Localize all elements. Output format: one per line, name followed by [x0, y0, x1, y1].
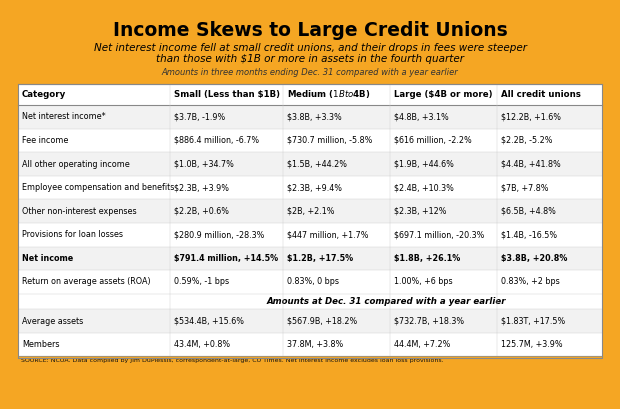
Text: $3.8B, +20.8%: $3.8B, +20.8% [501, 254, 567, 263]
Text: $1.4B, -16.5%: $1.4B, -16.5% [501, 230, 557, 239]
Text: $791.4 million, +14.5%: $791.4 million, +14.5% [174, 254, 278, 263]
Bar [19, 129, 601, 152]
Text: Net interest income fell at small credit unions, and their drops in fees were st: Net interest income fell at small credit… [94, 43, 526, 64]
Text: Net income: Net income [22, 254, 73, 263]
Text: $1.8B, +26.1%: $1.8B, +26.1% [394, 254, 460, 263]
Bar [19, 83, 601, 358]
Bar [19, 83, 601, 105]
Text: $1.83T, +17.5%: $1.83T, +17.5% [501, 317, 565, 326]
Text: $1.5B, +44.2%: $1.5B, +44.2% [287, 160, 347, 169]
Text: $280.9 million, -28.3%: $280.9 million, -28.3% [174, 230, 264, 239]
Text: $732.7B, +18.3%: $732.7B, +18.3% [394, 317, 464, 326]
Text: $4.4B, +41.8%: $4.4B, +41.8% [501, 160, 561, 169]
Text: $447 million, +1.7%: $447 million, +1.7% [287, 230, 368, 239]
Bar [19, 247, 601, 270]
Text: $2.4B, +10.3%: $2.4B, +10.3% [394, 183, 454, 192]
Text: Fee income: Fee income [22, 136, 68, 145]
Text: Medium ($1B to $4B): Medium ($1B to $4B) [287, 88, 370, 100]
Text: $2.3B, +9.4%: $2.3B, +9.4% [287, 183, 342, 192]
Text: $1.2B, +17.5%: $1.2B, +17.5% [287, 254, 353, 263]
Text: Net interest income*: Net interest income* [22, 112, 105, 121]
Bar [19, 223, 601, 247]
Text: Category: Category [22, 90, 66, 99]
Text: Other non-interest expenses: Other non-interest expenses [22, 207, 136, 216]
Text: $1.0B, +34.7%: $1.0B, +34.7% [174, 160, 234, 169]
Text: $3.7B, -1.9%: $3.7B, -1.9% [174, 112, 225, 121]
Text: 43.4M, +0.8%: 43.4M, +0.8% [174, 340, 230, 349]
Text: $697.1 million, -20.3%: $697.1 million, -20.3% [394, 230, 484, 239]
Bar [19, 270, 601, 294]
Text: Average assets: Average assets [22, 317, 83, 326]
Text: 44.4M, +7.2%: 44.4M, +7.2% [394, 340, 450, 349]
Text: $1.9B, +44.6%: $1.9B, +44.6% [394, 160, 454, 169]
Bar [19, 309, 601, 333]
Text: $2B, +2.1%: $2B, +2.1% [287, 207, 334, 216]
Bar [19, 152, 601, 176]
Text: $2.2B, +0.6%: $2.2B, +0.6% [174, 207, 229, 216]
Text: $534.4B, +15.6%: $534.4B, +15.6% [174, 317, 244, 326]
Text: $6.5B, +4.8%: $6.5B, +4.8% [501, 207, 556, 216]
Text: Return on average assets (ROA): Return on average assets (ROA) [22, 277, 151, 286]
Text: Large ($4B or more): Large ($4B or more) [394, 90, 492, 99]
Text: $7B, +7.8%: $7B, +7.8% [501, 183, 549, 192]
Bar [19, 333, 601, 357]
Text: SOURCE: NCUA. Data compiled by Jim DuPlessis, correspondent-at-large, CU Times. : SOURCE: NCUA. Data compiled by Jim DuPle… [21, 358, 444, 364]
Text: $3.8B, +3.3%: $3.8B, +3.3% [287, 112, 342, 121]
Text: 37.8M, +3.8%: 37.8M, +3.8% [287, 340, 343, 349]
Text: $2.3B, +12%: $2.3B, +12% [394, 207, 446, 216]
Text: $730.7 million, -5.8%: $730.7 million, -5.8% [287, 136, 372, 145]
Bar [19, 105, 601, 129]
Bar [19, 294, 601, 309]
Text: $4.8B, +3.1%: $4.8B, +3.1% [394, 112, 449, 121]
Text: Employee compensation and benefits: Employee compensation and benefits [22, 183, 174, 192]
Text: 0.59%, -1 bps: 0.59%, -1 bps [174, 277, 229, 286]
Text: Amounts in three months ending Dec. 31 compared with a year earlier: Amounts in three months ending Dec. 31 c… [162, 68, 458, 77]
Text: Amounts at Dec. 31 compared with a year earlier: Amounts at Dec. 31 compared with a year … [266, 297, 506, 306]
Bar [19, 200, 601, 223]
Text: 0.83%, 0 bps: 0.83%, 0 bps [287, 277, 339, 286]
Text: $2.3B, +3.9%: $2.3B, +3.9% [174, 183, 229, 192]
Text: 125.7M, +3.9%: 125.7M, +3.9% [501, 340, 563, 349]
Text: 0.83%, +2 bps: 0.83%, +2 bps [501, 277, 560, 286]
Text: All credit unions: All credit unions [501, 90, 581, 99]
Text: 1.00%, +6 bps: 1.00%, +6 bps [394, 277, 453, 286]
Text: Members: Members [22, 340, 60, 349]
Text: $616 million, -2.2%: $616 million, -2.2% [394, 136, 472, 145]
Text: $12.2B, +1.6%: $12.2B, +1.6% [501, 112, 561, 121]
Bar [19, 176, 601, 200]
Text: All other operating income: All other operating income [22, 160, 130, 169]
Text: Provisions for loan losses: Provisions for loan losses [22, 230, 123, 239]
Text: $2.2B, -5.2%: $2.2B, -5.2% [501, 136, 552, 145]
Text: $567.9B, +18.2%: $567.9B, +18.2% [287, 317, 357, 326]
Text: Income Skews to Large Credit Unions: Income Skews to Large Credit Unions [113, 21, 507, 40]
Text: $886.4 million, -6.7%: $886.4 million, -6.7% [174, 136, 259, 145]
Text: Small (Less than $1B): Small (Less than $1B) [174, 90, 280, 99]
